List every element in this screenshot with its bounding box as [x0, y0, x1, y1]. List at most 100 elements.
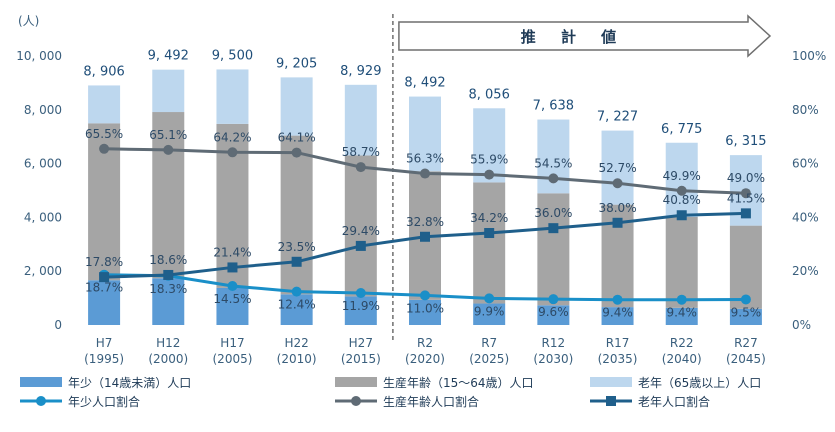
bar-segment — [537, 193, 570, 306]
bar-segment — [152, 69, 185, 113]
bar-segment — [665, 142, 698, 217]
elderly-ratio-label: 34.2% — [470, 211, 508, 225]
y-right-tick: 60% — [792, 157, 819, 171]
total-label: 8, 492 — [404, 76, 445, 91]
bar-segment — [344, 296, 377, 325]
line-marker — [740, 188, 751, 199]
total-label: 8, 929 — [340, 64, 381, 79]
elderly-ratio-label: 23.5% — [278, 240, 316, 254]
legend-swatch — [590, 377, 632, 387]
line-marker — [163, 269, 174, 280]
line-marker — [612, 178, 623, 189]
bar-segment — [152, 112, 185, 279]
line-marker — [548, 173, 559, 184]
line-marker — [676, 185, 687, 196]
line-marker — [227, 262, 238, 273]
x-year-label: (2005) — [213, 352, 253, 366]
line-marker — [676, 294, 687, 305]
youth-ratio-label: 9.4% — [666, 306, 697, 320]
bar-segment — [409, 96, 441, 172]
bar-segment — [665, 307, 698, 325]
line-marker — [227, 147, 238, 158]
bar-segment — [344, 155, 377, 297]
x-year-label: (2025) — [469, 352, 509, 366]
x-year-label: (2020) — [405, 352, 445, 366]
total-label: 9, 492 — [148, 49, 189, 64]
total-label: 8, 056 — [469, 87, 510, 102]
legend-label: 生産年齢人口割合 — [383, 394, 479, 409]
youth-ratio-label: 11.9% — [342, 299, 380, 313]
youth-ratio-label: 9.9% — [474, 304, 505, 318]
bar-segment — [729, 308, 762, 325]
y-left-tick: 2, 000 — [24, 264, 62, 278]
line-marker — [420, 290, 430, 301]
line-marker — [548, 223, 559, 234]
total-label: 6, 315 — [725, 134, 766, 149]
bar-segment — [601, 130, 634, 205]
working-ratio-label: 56.3% — [406, 152, 444, 166]
x-year-label: (2040) — [662, 352, 702, 366]
legend-label: 年少人口割合 — [68, 394, 140, 409]
bar-segment — [280, 294, 313, 325]
working-ratio-label: 54.5% — [534, 156, 572, 170]
elderly-ratio-label: 21.4% — [213, 245, 251, 259]
bar-segment — [280, 77, 313, 136]
y-left-tick: 0 — [54, 318, 62, 332]
line-marker — [420, 231, 430, 242]
x-year-label: (2010) — [277, 352, 317, 366]
total-label: 9, 500 — [212, 48, 253, 63]
working-ratio-label: 52.7% — [598, 161, 636, 175]
y-left-tick: 4, 000 — [24, 210, 62, 224]
elderly-ratio-label: 18.6% — [149, 253, 187, 267]
bar-segment — [152, 278, 185, 325]
working-ratio-label: 49.9% — [663, 169, 701, 183]
line-marker — [548, 294, 559, 305]
youth-ratio-label: 9.6% — [538, 305, 569, 319]
bar-segment — [601, 307, 634, 325]
line-marker — [355, 287, 366, 298]
working-ratio-label: 64.2% — [213, 130, 251, 144]
y-left-unit: (人) — [18, 14, 39, 28]
elderly-ratio-label: 40.8% — [663, 193, 701, 207]
line-marker — [227, 280, 238, 291]
bar-segment — [473, 182, 506, 304]
working-ratio-label: 64.1% — [278, 131, 316, 145]
bar-segment — [344, 84, 377, 156]
total-label: 7, 638 — [533, 99, 574, 114]
youth-ratio-label: 18.3% — [149, 282, 187, 296]
legend-label: 老年人口割合 — [638, 394, 710, 409]
elderly-ratio-label: 41.5% — [727, 191, 765, 205]
working-ratio-label: 65.1% — [149, 128, 187, 142]
y-left-tick: 10, 000 — [16, 49, 62, 63]
line-marker — [420, 168, 430, 179]
line-marker — [740, 208, 751, 219]
bar-segment — [216, 69, 249, 124]
legend-label: 生産年齢（15～64歳）人口 — [383, 375, 534, 390]
x-category-label: H7 — [96, 336, 113, 350]
total-label: 8, 906 — [83, 64, 124, 79]
x-year-label: (2045) — [726, 352, 766, 366]
youth-ratio-label: 9.5% — [731, 305, 762, 319]
y-left-tick: 6, 000 — [24, 157, 62, 171]
x-category-label: H22 — [284, 336, 308, 350]
youth-ratio-label: 18.7% — [85, 281, 123, 295]
x-category-label: R22 — [670, 336, 694, 350]
legend-marker — [606, 396, 616, 406]
total-label: 7, 227 — [597, 110, 638, 125]
youth-ratio-label: 11.0% — [406, 301, 444, 315]
legend-label: 年少（14歳未満）人口 — [68, 376, 191, 390]
bar-segment — [280, 135, 313, 295]
line-marker — [99, 272, 110, 283]
working-ratio-label: 49.0% — [727, 171, 765, 185]
y-left-tick: 8, 000 — [24, 103, 62, 117]
bar-segment — [216, 287, 249, 325]
elderly-ratio-label: 32.8% — [406, 215, 444, 229]
bar-segment — [473, 303, 506, 325]
y-right-tick: 100% — [792, 49, 826, 63]
x-year-label: (1995) — [84, 352, 124, 366]
legend-label: 老年（65歳以上）人口 — [638, 376, 761, 390]
elderly-ratio-label: 36.0% — [534, 206, 572, 220]
line-marker — [291, 286, 302, 297]
